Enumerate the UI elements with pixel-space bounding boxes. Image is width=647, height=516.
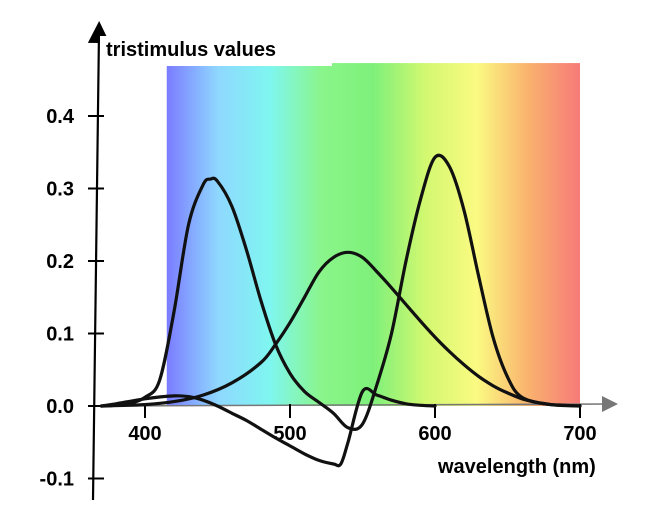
x-tick-label: 700 [563, 423, 596, 445]
y-tick-label: 0.2 [46, 251, 74, 273]
y-tick-label: 0.0 [46, 396, 74, 418]
series-line-2 [99, 250, 582, 408]
y-tick-label: 0.4 [46, 106, 75, 128]
x-axis [92, 396, 618, 413]
y-axis [87, 21, 110, 501]
y-tick-label: -0.1 [40, 469, 74, 491]
y-axis-title-backdrop [100, 36, 332, 66]
series-lines [99, 153, 582, 468]
x-tick-label: 400 [128, 423, 161, 445]
y-tick-label: 0.3 [46, 179, 74, 201]
x-tick-label: 600 [418, 423, 451, 445]
series-line-1 [99, 153, 582, 431]
x-ticks: 400 500 600 700 [128, 404, 597, 445]
y-axis-title: tristimulus values [106, 39, 276, 61]
y-tick-label: 0.1 [46, 324, 74, 346]
x-axis-title: wavelength (nm) [437, 456, 596, 478]
series-line-3 [99, 386, 437, 468]
x-tick-label: 500 [273, 423, 306, 445]
visible-spectrum-band [166, 63, 580, 406]
